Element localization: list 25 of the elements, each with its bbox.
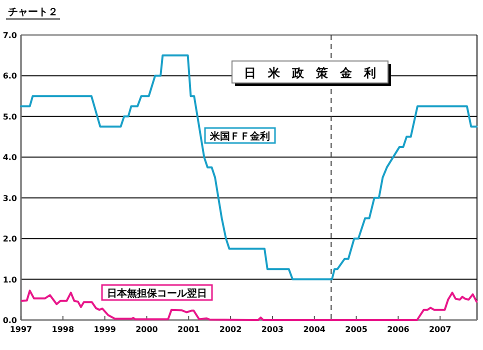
x-tick-label: 2001 <box>178 325 200 334</box>
x-tick-label: 1999 <box>94 325 116 334</box>
x-tick-label: 2004 <box>303 325 326 334</box>
y-tick-label: 5.0 <box>2 112 18 122</box>
y-tick-label: 6.0 <box>2 72 18 81</box>
line-series <box>20 54 478 280</box>
y-tick-label: 2.0 <box>2 234 18 244</box>
x-tick-label: 2006 <box>387 325 410 334</box>
y-tick-label: 7.0 <box>2 31 18 40</box>
y-tick-label: 0.0 <box>2 316 18 325</box>
series-label: 米国ＦＦ金利 <box>209 130 270 142</box>
x-tick-label: 2000 <box>136 325 158 334</box>
series-label: 日本無担保コール翌日 <box>107 288 207 300</box>
y-tick-label: 4.0 <box>2 153 18 162</box>
y-tick-label: 3.0 <box>2 194 18 203</box>
x-tick-label: 1997 <box>10 325 32 334</box>
x-tick-label: 2003 <box>261 325 284 334</box>
chart-title: チャート２ <box>8 7 58 18</box>
x-tick-label: 2002 <box>219 325 242 334</box>
x-tick-label: 1998 <box>52 325 74 334</box>
text: 日米政策金利 <box>244 66 388 80</box>
x-tick-label: 2005 <box>345 325 368 334</box>
line-series <box>20 290 478 321</box>
x-tick-label: 2007 <box>428 325 452 334</box>
y-tick-label: 1.0 <box>2 275 18 284</box>
